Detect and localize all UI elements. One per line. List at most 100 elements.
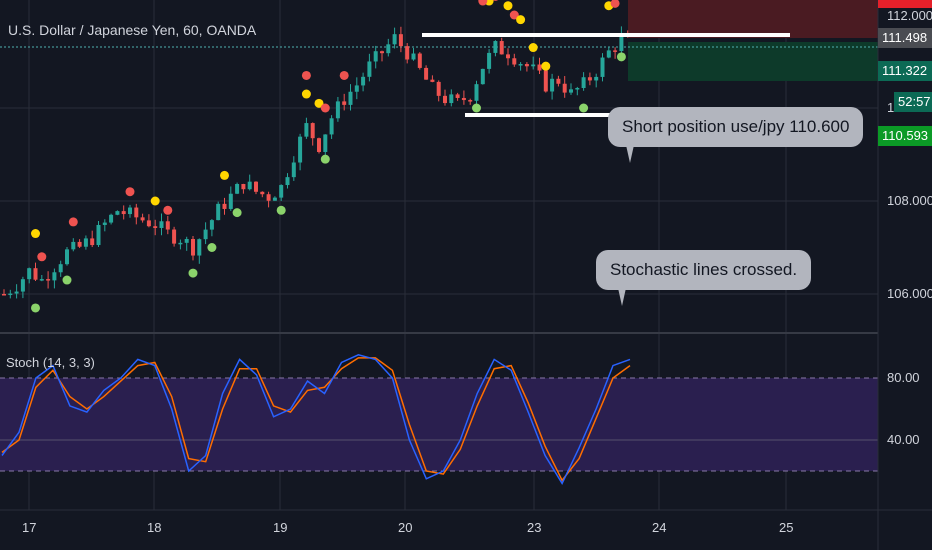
candle xyxy=(436,80,441,102)
signal-dot xyxy=(31,229,40,239)
candle-body xyxy=(39,279,44,281)
candle-body xyxy=(304,123,309,137)
candle xyxy=(184,236,189,251)
candle xyxy=(493,40,498,57)
stoch-tick-40: 40.00 xyxy=(887,432,920,447)
candle xyxy=(241,183,246,194)
short-position-callout[interactable]: Short position use/jpy 110.600 xyxy=(608,107,864,163)
candle-body xyxy=(550,78,555,92)
candle-body xyxy=(361,76,366,86)
stoch-d-line xyxy=(1,357,631,482)
candle xyxy=(178,239,183,250)
candle xyxy=(537,57,542,74)
candle-body xyxy=(461,97,466,101)
candle xyxy=(373,45,378,69)
candle-body xyxy=(493,41,498,53)
candle xyxy=(222,197,227,215)
candle xyxy=(52,268,57,289)
candle-body xyxy=(417,53,422,68)
signal-dot xyxy=(509,10,519,20)
candle xyxy=(197,238,202,264)
candle xyxy=(39,274,44,282)
candle-body xyxy=(499,41,504,55)
candle xyxy=(606,47,611,59)
candle xyxy=(411,48,416,61)
candle-body xyxy=(613,50,618,52)
candle-body xyxy=(33,268,38,280)
time-label-18: 18 xyxy=(147,520,162,535)
callout-tail xyxy=(626,145,634,163)
candle xyxy=(398,26,403,53)
candle xyxy=(279,184,284,201)
candle xyxy=(499,37,504,55)
candle xyxy=(228,186,233,211)
candle-body xyxy=(587,77,592,81)
candle-body xyxy=(411,53,416,60)
candle xyxy=(600,53,605,82)
candle-body xyxy=(424,67,429,80)
candle xyxy=(342,93,347,111)
candle xyxy=(474,80,479,106)
signal-dot xyxy=(320,103,330,113)
signal-dot xyxy=(320,154,330,164)
signal-dot xyxy=(503,1,513,11)
candle-body xyxy=(468,100,473,102)
stoch-tick-80: 80.00 xyxy=(887,370,920,385)
candle-body xyxy=(115,211,120,215)
candle-body xyxy=(153,226,158,228)
candle xyxy=(531,56,536,70)
candle-body xyxy=(52,272,57,281)
candle-body xyxy=(455,94,460,98)
candle-body xyxy=(20,279,25,292)
signal-dot xyxy=(37,252,47,262)
candle xyxy=(506,48,510,66)
signal-dot xyxy=(339,70,349,80)
candle xyxy=(304,117,309,139)
candle xyxy=(487,49,492,74)
candlestick-series xyxy=(2,26,630,299)
candle xyxy=(512,53,517,67)
signal-dot xyxy=(492,0,499,1)
signal-dot xyxy=(62,275,72,285)
signal-dot xyxy=(516,15,526,25)
candle-body xyxy=(317,138,321,152)
candle xyxy=(386,38,391,57)
candle-body xyxy=(335,101,340,119)
price-tick-112: 112.000 xyxy=(887,8,932,23)
candle xyxy=(329,115,334,139)
candle xyxy=(216,201,221,221)
stochastic-callout[interactable]: Stochastic lines crossed. xyxy=(596,250,812,306)
candle-body xyxy=(298,136,303,163)
candle-body xyxy=(569,89,573,93)
candle xyxy=(354,77,359,100)
candle-body xyxy=(121,211,126,215)
candle-body xyxy=(209,220,214,230)
candle-body xyxy=(109,214,114,223)
candle xyxy=(272,196,277,201)
candle xyxy=(102,219,107,232)
candle xyxy=(323,134,328,158)
candle-body xyxy=(279,185,284,198)
candle xyxy=(247,174,252,191)
stoch-k-line xyxy=(1,354,631,485)
candle-body xyxy=(392,34,397,45)
candle xyxy=(128,204,132,218)
signal-dot xyxy=(188,268,198,278)
signal-dot xyxy=(301,89,311,99)
time-label-24: 24 xyxy=(652,520,667,535)
candle xyxy=(8,289,13,299)
candle xyxy=(46,271,51,289)
candle xyxy=(140,213,145,223)
candle-body xyxy=(524,64,529,67)
candle xyxy=(392,27,397,49)
candle-body xyxy=(197,239,202,256)
candle xyxy=(424,65,429,80)
candle xyxy=(468,98,473,105)
candle xyxy=(556,75,561,87)
candle xyxy=(58,260,63,277)
candle xyxy=(65,247,69,266)
candle xyxy=(260,191,265,198)
candle-body xyxy=(531,64,536,67)
time-label-19: 19 xyxy=(273,520,288,535)
